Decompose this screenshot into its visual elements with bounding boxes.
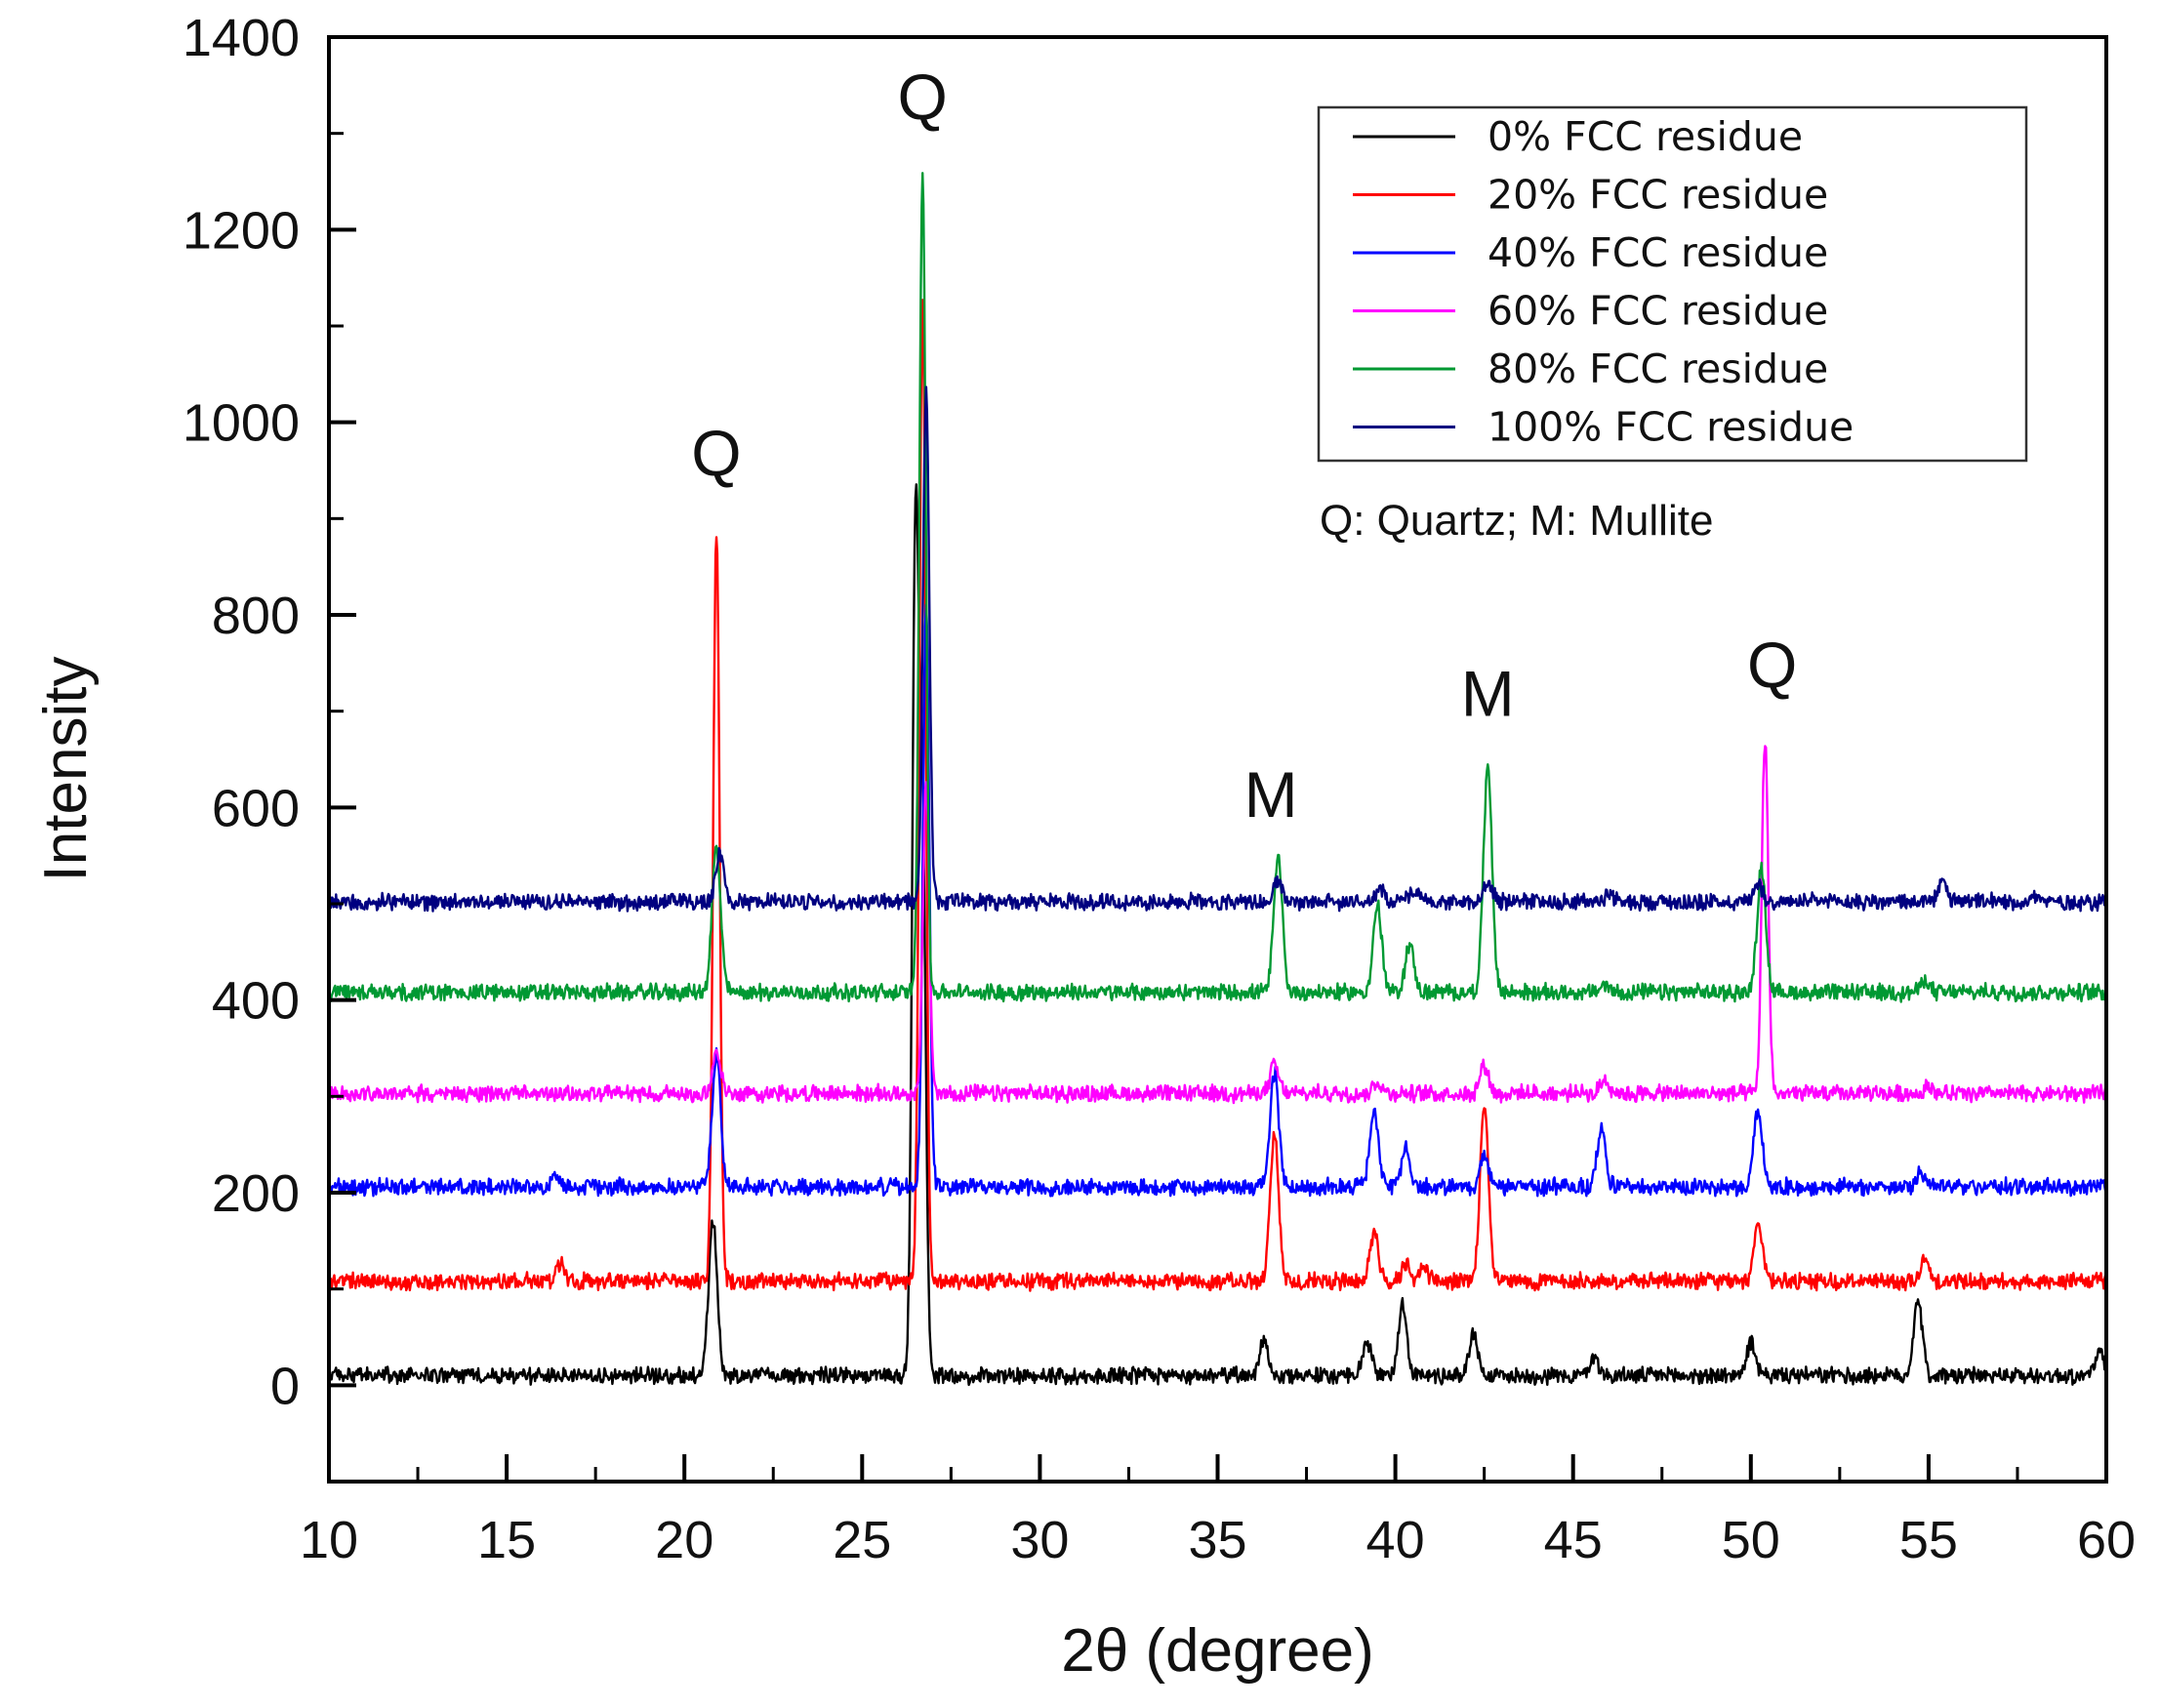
legend-label: 100% FCC residue (1488, 404, 1854, 451)
series-line-6 (327, 386, 2108, 913)
series-line-1 (327, 483, 2108, 1387)
annotation-layer: Q Q M M Q (691, 61, 1797, 831)
peak-annotation: M (1244, 758, 1298, 831)
peak-annotation: Q (898, 61, 948, 133)
x-tick-label: 30 (1010, 1511, 1069, 1569)
legend-label: 0% FCC residue (1488, 113, 1803, 160)
x-tick-label: 45 (1544, 1511, 1603, 1569)
y-tick-label: 800 (212, 587, 300, 645)
x-tick-label: 55 (1899, 1511, 1958, 1569)
legend: 0% FCC residue 20% FCC residue 40% FCC res… (1317, 105, 2028, 463)
legend-label: 80% FCC residue (1488, 346, 1828, 392)
x-tick-label: 25 (833, 1511, 891, 1569)
legend-label: 20% FCC residue (1488, 172, 1828, 219)
y-tick-label: 600 (212, 779, 300, 837)
y-tick-label: 0 (270, 1357, 300, 1415)
series-line-2 (328, 299, 2108, 1292)
series-line-5 (327, 172, 2107, 1003)
y-tick-label: 1400 (183, 9, 300, 67)
x-axis-title: 2θ (degree) (1061, 1617, 1374, 1685)
series-line-3 (328, 603, 2108, 1198)
y-tick-label: 400 (212, 972, 300, 1031)
y-axis-title: Intensity (32, 657, 100, 882)
y-tick-label: 1000 (183, 394, 300, 453)
peak-annotation: Q (1747, 629, 1797, 701)
y-tick-label: 1200 (183, 201, 300, 260)
x-tick-label: 15 (477, 1511, 536, 1569)
x-tick-label: 40 (1366, 1511, 1425, 1569)
series-line-4 (327, 745, 2108, 1105)
x-tick-label: 50 (1722, 1511, 1780, 1569)
x-tick-label: 60 (2077, 1511, 2136, 1569)
x-tick-label: 20 (655, 1511, 713, 1569)
legend-label: 40% FCC residue (1488, 229, 1828, 276)
y-tick-label: 200 (212, 1164, 300, 1223)
series-layer (327, 172, 2108, 1387)
x-tick-label: 35 (1188, 1511, 1246, 1569)
peak-annotation: Q (691, 417, 741, 489)
x-tick-label: 10 (300, 1511, 358, 1569)
legend-label: 60% FCC residue (1488, 288, 1828, 335)
legend-box (1317, 105, 2028, 463)
peak-annotation: M (1461, 658, 1515, 730)
phase-note: Q: Quartz; M: Mullite (1320, 497, 1713, 545)
axes-layer: 10 15 20 25 30 35 40 45 50 55 60020040060080010001… (183, 9, 2136, 1569)
